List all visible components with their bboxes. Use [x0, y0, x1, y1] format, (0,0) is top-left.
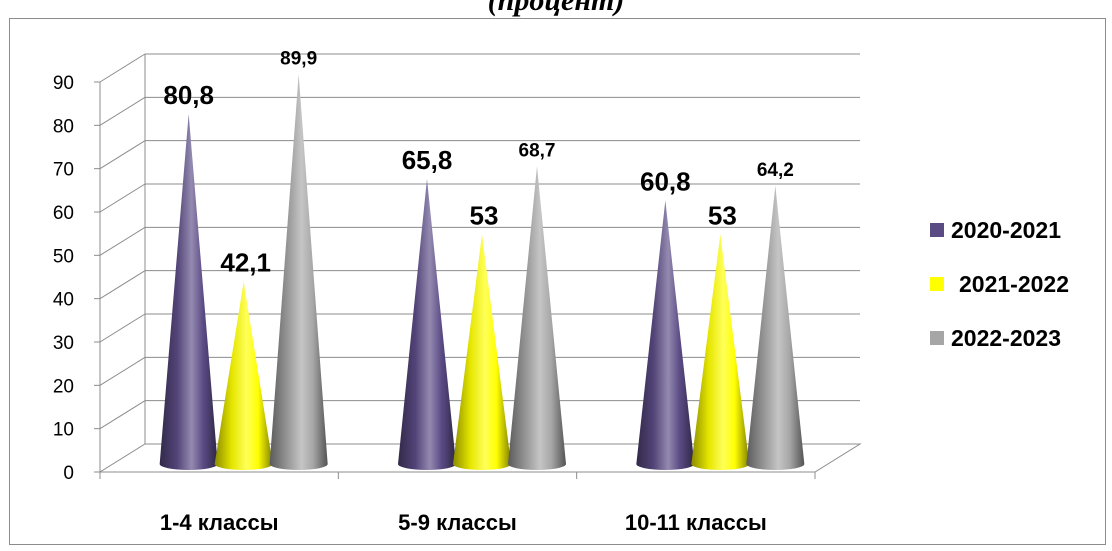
y-tick-label-30: 30 — [53, 333, 74, 354]
gridline-side-70 — [100, 141, 145, 169]
cone-2022-2023-5-9-классы — [508, 166, 566, 470]
x-tick-label-5-9-классы: 5-9 классы — [398, 510, 517, 535]
legend-label-2020-2021: 2020-2021 — [951, 217, 1061, 243]
gridline-side-30 — [100, 314, 145, 342]
y-tick-label-50: 50 — [53, 246, 74, 267]
legend-label-2022-2023: 2022-2023 — [951, 325, 1061, 351]
cone-2022-2023-10-11-классы — [746, 186, 804, 470]
y-tick-label-70: 70 — [53, 160, 74, 181]
gridline-side-50 — [100, 227, 145, 255]
gridline-side-40 — [100, 271, 145, 299]
gridline-side-10 — [100, 401, 145, 429]
data-label-2021-2022-5-9-классы: 53 — [470, 200, 499, 230]
y-tick-label-80: 80 — [53, 116, 74, 137]
data-label-2020-2021-10-11-классы: 60,8 — [640, 167, 691, 197]
y-tick-label-60: 60 — [53, 203, 74, 224]
data-label-2022-2023-10-11-классы: 64,2 — [757, 160, 794, 181]
gridline-side-80 — [100, 97, 145, 125]
y-tick-label-90: 90 — [53, 73, 74, 94]
legend: 2020-2021 2021-2022 2022-2023 — [930, 217, 1069, 351]
gridline-side-90 — [100, 54, 145, 82]
cone-2021-2022-10-11-классы — [691, 234, 749, 470]
x-tick-label-1-4-классы: 1-4 классы — [160, 510, 279, 535]
legend-label-2021-2022: 2021-2022 — [959, 271, 1069, 297]
y-tick-label-40: 40 — [53, 290, 74, 311]
cone-2020-2021-5-9-классы — [398, 179, 456, 470]
cone-2020-2021-1-4-классы — [160, 114, 218, 470]
cone-2020-2021-10-11-классы — [636, 201, 694, 470]
chart-title: (процент) — [0, 0, 1112, 18]
legend-swatch-2020-2021 — [930, 223, 944, 237]
cone-2021-2022-5-9-классы — [453, 234, 511, 470]
data-label-2020-2021-5-9-классы: 65,8 — [402, 145, 453, 175]
y-tick-label-20: 20 — [53, 376, 74, 397]
y-tick-label-0: 0 — [63, 463, 74, 484]
data-label-2022-2023-1-4-классы: 89,9 — [280, 48, 317, 69]
x-tick-label-10-11-классы: 10-11 классы — [625, 510, 767, 535]
gridline-side-60 — [100, 184, 145, 212]
y-tick-label-10: 10 — [53, 420, 74, 441]
data-label-2021-2022-10-11-классы: 53 — [708, 200, 737, 230]
legend-item-2020-2021: 2020-2021 — [930, 217, 1061, 243]
data-label-2022-2023-5-9-классы: 68,7 — [519, 140, 556, 161]
legend-swatch-2021-2022 — [930, 277, 944, 291]
cone-2021-2022-1-4-классы — [215, 282, 273, 470]
data-label-2021-2022-1-4-классы: 42,1 — [220, 248, 271, 278]
cone-2022-2023-1-4-классы — [270, 74, 328, 470]
legend-item-2022-2023: 2022-2023 — [930, 325, 1061, 351]
gridline-side-20 — [100, 357, 145, 385]
data-labels: 80,8 42,1 89,9 65,8 53 68,7 60,8 53 64,2 — [163, 48, 793, 277]
data-label-2020-2021-1-4-классы: 80,8 — [163, 80, 214, 110]
legend-swatch-2022-2023 — [930, 331, 944, 345]
legend-item-2021-2022: 2021-2022 — [930, 271, 1069, 297]
